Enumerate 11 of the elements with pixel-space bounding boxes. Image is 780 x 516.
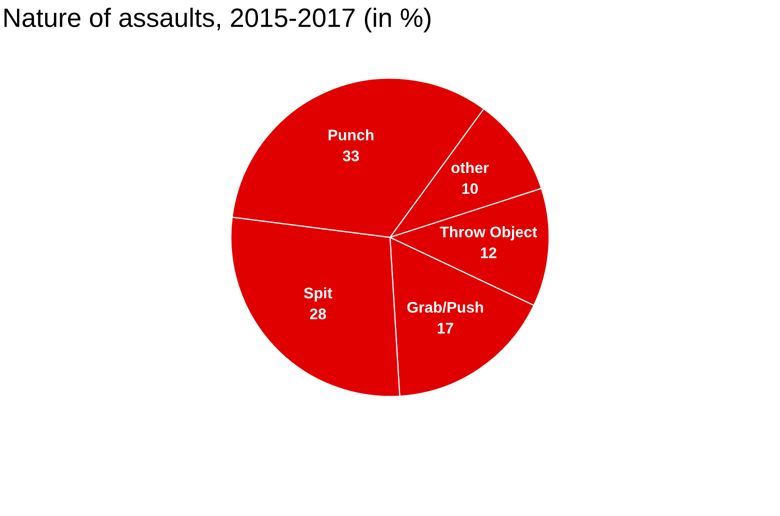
slice-label: Punch — [328, 129, 374, 140]
slice-label: Grab/Push — [407, 301, 483, 313]
data-label: 17 — [438, 322, 454, 334]
slice-label: Throw Object — [440, 226, 538, 240]
data-label: 33 — [342, 150, 359, 162]
data-label: 28 — [310, 308, 326, 320]
slice-label: other — [451, 162, 489, 174]
slice-label: Spit — [304, 287, 332, 302]
data-label: 12 — [480, 247, 496, 258]
data-label: 10 — [462, 183, 478, 194]
chart-title: Nature of assaults, 2015-2017 (in %) — [4, 8, 430, 32]
